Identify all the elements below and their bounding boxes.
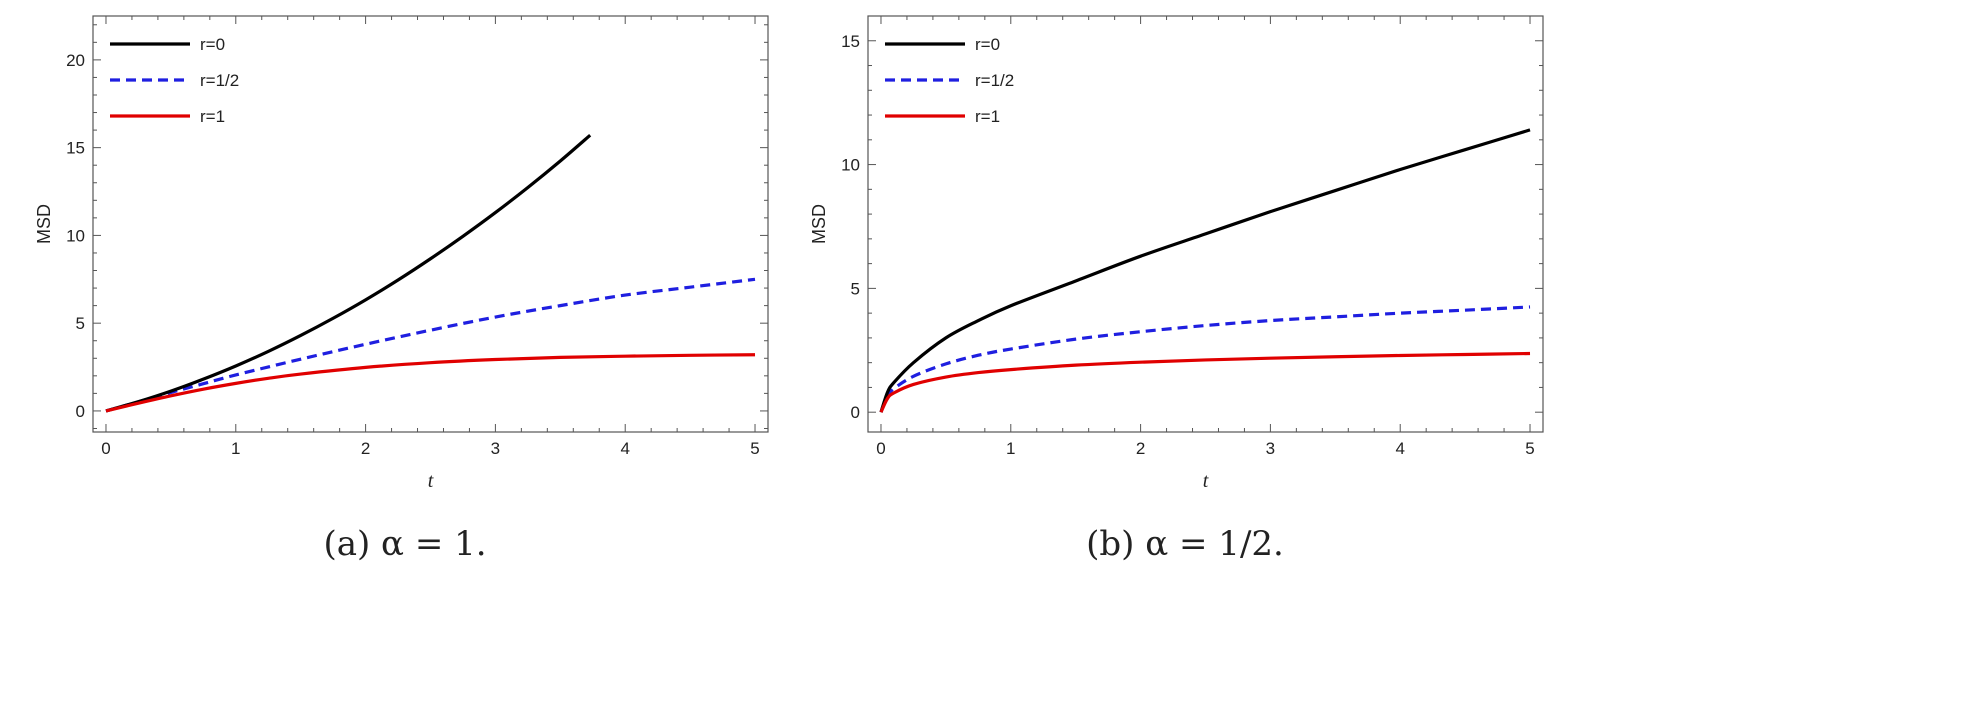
y-tick-label: 10	[841, 156, 860, 175]
y-tick-label: 5	[76, 314, 85, 333]
x-tick-label: 3	[491, 439, 500, 458]
legend-label: r=0	[975, 35, 1000, 54]
y-tick-label: 5	[851, 279, 860, 298]
x-axis-label: t	[428, 470, 434, 492]
legend-label: r=1	[975, 107, 1000, 126]
panel-b: 0 1 2 3 4 5 0 5 10 15 t MSD r=0 r=1/2 r=1 (b) α = 1/2.	[809, 15, 1544, 564]
x-tick-label: 0	[101, 439, 110, 458]
series-line-r-0	[105, 133, 592, 413]
plot-frame	[92, 15, 769, 433]
y-tick-label: 10	[66, 226, 85, 245]
legend-label: r=1/2	[975, 71, 1014, 90]
x-tick-label: 0	[876, 439, 885, 458]
plot-frame	[867, 15, 1544, 433]
x-tick-label: 2	[361, 439, 370, 458]
x-tick-label: 4	[620, 439, 629, 458]
series-line-r-1	[879, 351, 1531, 413]
panel-a: 0 1 2 3 4 5 0 5 10 15 20 t MSD r=0 r=1/2 r=1 (a) α = 1.	[34, 15, 769, 564]
y-tick-label: 20	[66, 51, 85, 70]
y-tick-label: 0	[76, 402, 85, 421]
x-tick-label: 5	[750, 439, 759, 458]
y-tick-label: 15	[841, 32, 860, 51]
x-tick-label: 1	[1006, 439, 1015, 458]
legend-label: r=1	[200, 107, 225, 126]
series-line-r-0	[879, 128, 1531, 413]
y-tick-label: 0	[851, 403, 860, 422]
series-line-r-1-2	[879, 305, 1531, 413]
panel-caption: (b) α = 1/2.	[1086, 524, 1284, 564]
x-tick-label: 4	[1395, 439, 1404, 458]
y-tick-label: 15	[66, 139, 85, 158]
x-tick-label: 3	[1266, 439, 1275, 458]
legend-label: r=0	[200, 35, 225, 54]
x-tick-label: 1	[231, 439, 240, 458]
y-axis-label: MSD	[34, 204, 54, 244]
x-axis-label: t	[1203, 470, 1209, 492]
y-axis-label: MSD	[809, 204, 829, 244]
series-line-r-1	[105, 353, 756, 413]
x-tick-label: 2	[1136, 439, 1145, 458]
x-tick-label: 5	[1525, 439, 1534, 458]
series-line-r-1-2	[105, 277, 756, 413]
legend-label: r=1/2	[200, 71, 239, 90]
panel-caption: (a) α = 1.	[323, 524, 486, 564]
